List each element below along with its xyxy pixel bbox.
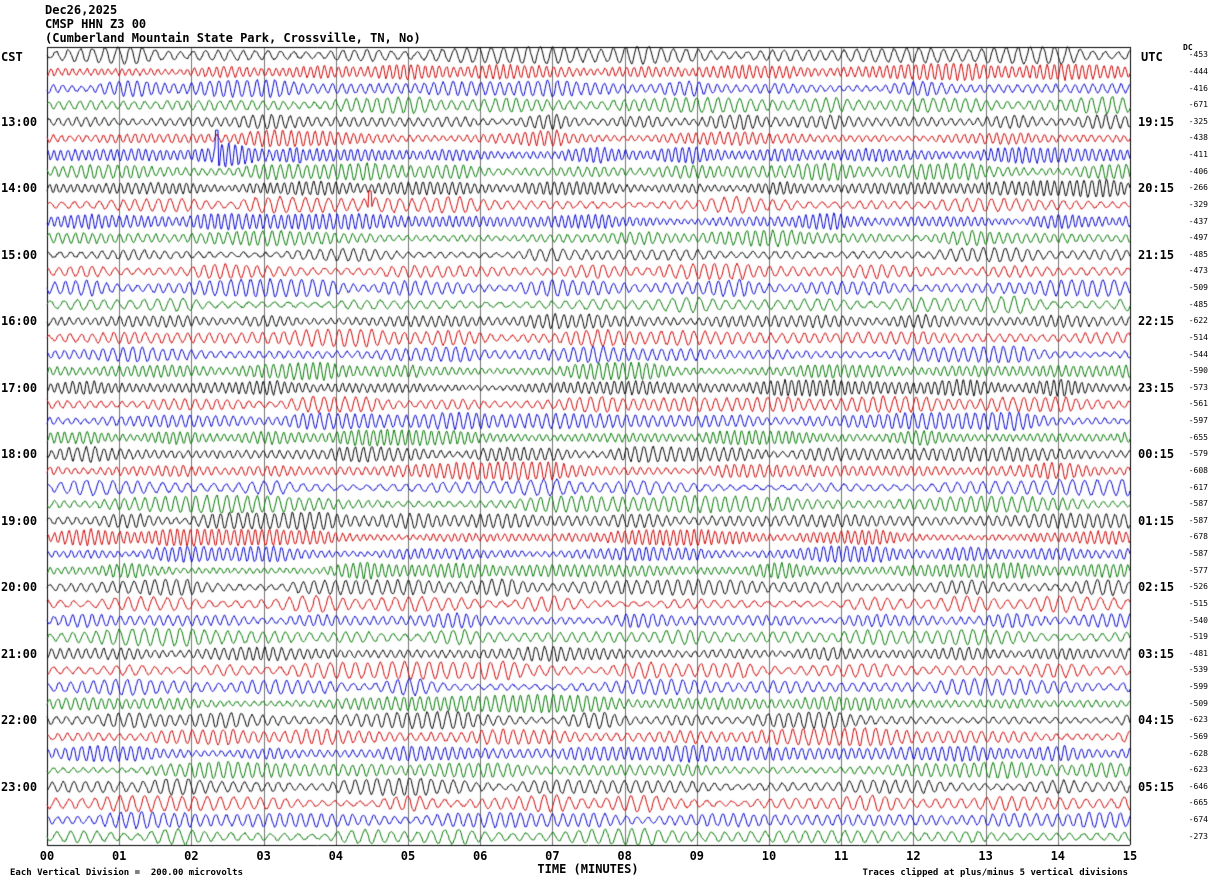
utc-time-label: 23:15 [1138,381,1175,395]
dc-value: -579 [1188,449,1208,458]
dc-value: -587 [1188,516,1208,525]
dc-column-header: DC [1183,43,1193,52]
x-tick-label: 00 [39,849,55,863]
dc-value: -509 [1188,283,1208,292]
dc-value: -655 [1188,433,1208,442]
x-tick-label: 02 [184,849,199,863]
dc-value: -597 [1188,416,1208,425]
dc-value: -473 [1188,266,1208,275]
dc-value: -444 [1188,67,1208,76]
title-station: CMSP HHN Z3 00 [45,17,147,31]
dc-value: -497 [1188,233,1208,242]
title-date: Dec26,2025 [45,3,118,17]
dc-value: -646 [1188,782,1208,791]
dc-value: -573 [1188,383,1208,392]
dc-value: -539 [1188,665,1208,674]
dc-value: -587 [1188,499,1208,508]
cst-time-label: 19:00 [1,514,38,528]
cst-time-label: 21:00 [1,647,38,661]
dc-value: -623 [1188,715,1208,724]
dc-value: -509 [1188,699,1208,708]
cst-time-label: 16:00 [1,314,38,328]
dc-value: -438 [1188,133,1208,142]
dc-value: -587 [1188,549,1208,558]
dc-value: -485 [1188,250,1208,259]
dc-value: -599 [1188,682,1208,691]
dc-value: -622 [1188,316,1208,325]
dc-value: -514 [1188,333,1208,342]
dc-value: -561 [1188,399,1208,408]
dc-value: -266 [1188,183,1208,192]
dc-value: -273 [1188,832,1208,841]
x-tick-label: 13 [978,849,993,863]
x-axis-title: TIME (MINUTES) [537,862,639,876]
x-tick-label: 10 [761,849,777,863]
utc-time-label: 01:15 [1138,514,1175,528]
cst-time-label: 20:00 [1,580,38,594]
dc-value: -623 [1188,765,1208,774]
x-tick-label: 05 [400,849,416,863]
cst-time-label: 18:00 [1,447,38,461]
title-location: (Cumberland Mountain State Park, Crossvi… [45,31,421,45]
utc-time-label: 05:15 [1138,780,1175,794]
dc-value: -526 [1188,582,1208,591]
x-tick-label: 06 [472,849,488,863]
cst-time-label: 23:00 [1,780,38,794]
dc-value: -453 [1188,50,1208,59]
x-tick-label: 03 [256,849,271,863]
clipping-note: Traces clipped at plus/minus 5 vertical … [862,868,1128,878]
utc-time-label: 19:15 [1138,115,1175,129]
dc-value: -416 [1188,84,1208,93]
dc-value: -481 [1188,649,1208,658]
dc-value: -437 [1188,217,1208,226]
dc-value: -674 [1188,815,1208,824]
dc-value: -671 [1188,100,1208,109]
dc-value: -577 [1188,566,1208,575]
dc-value: -411 [1188,150,1208,159]
right-timezone-label: UTC [1141,50,1163,64]
utc-time-label: 02:15 [1138,580,1175,594]
cst-time-label: 14:00 [1,181,38,195]
utc-time-label: 21:15 [1138,248,1175,262]
utc-time-label: 22:15 [1138,314,1175,328]
dc-value: -608 [1188,466,1208,475]
dc-value: -617 [1188,483,1208,492]
x-tick-label: 07 [545,849,560,863]
x-tick-label: 01 [111,849,127,863]
title-block: Dec26,2025 CMSP HHN Z3 00 (Cumberland Mo… [45,3,421,45]
cst-time-label: 17:00 [1,381,38,395]
dc-value: -485 [1188,300,1208,309]
left-timezone-label: CST [1,50,23,64]
x-tick-label: 15 [1122,849,1138,863]
dc-value: -406 [1188,167,1208,176]
vertical-scale-note: Each Vertical Division = 200.00 microvol… [10,868,243,878]
x-tick-label: 14 [1050,849,1066,863]
cst-time-label: 22:00 [1,713,38,727]
dc-value: -519 [1188,632,1208,641]
x-tick-label: 09 [689,849,705,863]
utc-time-label: 00:15 [1138,447,1175,461]
dc-value: -569 [1188,732,1208,741]
dc-value: -678 [1188,532,1208,541]
utc-time-label: 03:15 [1138,647,1175,661]
cst-time-label: 15:00 [1,248,38,262]
dc-value: -325 [1188,117,1208,126]
dc-value: -665 [1188,798,1208,807]
dc-value: -628 [1188,749,1208,758]
dc-value: -544 [1188,350,1208,359]
dc-value: -515 [1188,599,1208,608]
utc-time-label: 20:15 [1138,181,1175,195]
dc-value: -590 [1188,366,1208,375]
utc-time-label: 04:15 [1138,713,1175,727]
dc-value: -329 [1188,200,1208,209]
dc-value: -540 [1188,616,1208,625]
x-tick-label: 11 [833,849,849,863]
x-tick-label: 08 [617,849,632,863]
x-tick-label: 04 [328,849,344,863]
x-tick-label: 12 [906,849,921,863]
cst-time-label: 13:00 [1,115,38,129]
